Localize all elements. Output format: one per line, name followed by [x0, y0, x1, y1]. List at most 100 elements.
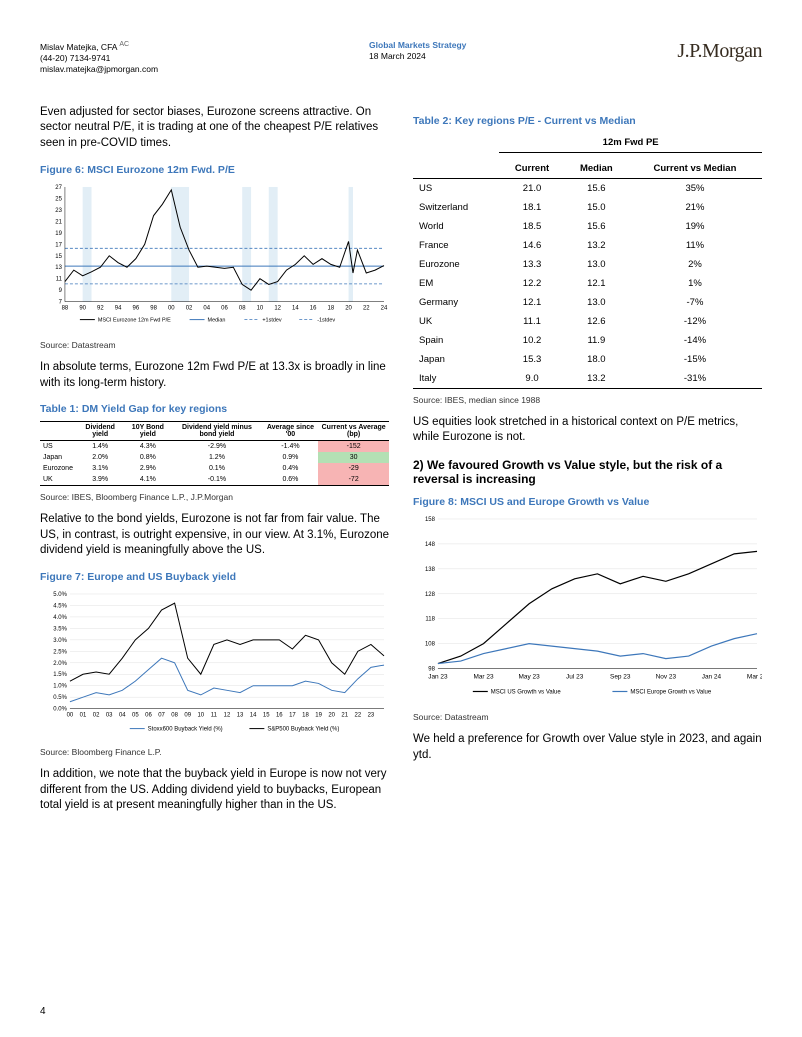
header-dept-block: Global Markets Strategy 18 March 2024: [369, 40, 466, 75]
svg-text:20: 20: [345, 305, 352, 311]
svg-text:25: 25: [55, 196, 62, 202]
svg-text:13: 13: [237, 712, 244, 718]
svg-text:02: 02: [186, 305, 193, 311]
svg-text:06: 06: [145, 712, 152, 718]
svg-text:12: 12: [274, 305, 281, 311]
svg-text:01: 01: [80, 712, 87, 718]
table1-title: Table 1: DM Yield Gap for key regions: [40, 403, 389, 415]
svg-text:17: 17: [55, 242, 62, 248]
svg-text:04: 04: [203, 305, 210, 311]
svg-text:MSCI Europe Growth vs Value: MSCI Europe Growth vs Value: [630, 689, 712, 695]
svg-text:94: 94: [115, 305, 122, 311]
svg-text:17: 17: [289, 712, 296, 718]
svg-text:S&P500 Buyback Yield (%): S&P500 Buyback Yield (%): [267, 726, 339, 732]
fig6-title: Figure 6: MSCI Eurozone 12m Fwd. P/E: [40, 164, 389, 176]
svg-text:14: 14: [250, 712, 257, 718]
svg-text:04: 04: [119, 712, 126, 718]
author-phone: (44-20) 7134-9741: [40, 53, 158, 64]
section-heading-2: 2) We favoured Growth vs Value style, bu…: [413, 458, 762, 486]
fig7-title: Figure 7: Europe and US Buyback yield: [40, 571, 389, 583]
svg-text:92: 92: [97, 305, 104, 311]
svg-text:02: 02: [93, 712, 100, 718]
svg-text:19: 19: [315, 712, 322, 718]
report-date: 18 March 2024: [369, 51, 466, 62]
svg-text:5.0%: 5.0%: [53, 592, 67, 598]
svg-text:18: 18: [328, 305, 335, 311]
svg-text:15: 15: [263, 712, 270, 718]
svg-text:88: 88: [62, 305, 69, 311]
svg-text:11: 11: [211, 712, 218, 718]
svg-text:9: 9: [59, 288, 63, 294]
author-sup: AC: [119, 41, 129, 48]
svg-text:98: 98: [150, 305, 157, 311]
dept-title: Global Markets Strategy: [369, 40, 466, 51]
svg-text:Mar 23: Mar 23: [473, 674, 494, 681]
svg-text:00: 00: [67, 712, 74, 718]
svg-text:4.5%: 4.5%: [53, 603, 67, 609]
author-email: mislav.matejka@jpmorgan.com: [40, 64, 158, 75]
svg-text:0.0%: 0.0%: [53, 706, 67, 712]
svg-text:Jan 23: Jan 23: [428, 674, 448, 681]
svg-text:3.5%: 3.5%: [53, 626, 67, 632]
svg-text:1.0%: 1.0%: [53, 683, 67, 689]
svg-text:Mar 24: Mar 24: [747, 674, 762, 681]
fig8-source: Source: Datastream: [413, 712, 762, 722]
left-p3: Relative to the bond yields, Eurozone is…: [40, 512, 389, 559]
svg-text:24: 24: [381, 305, 388, 311]
page-number: 4: [40, 1006, 46, 1017]
svg-text:Jul 23: Jul 23: [566, 674, 584, 681]
svg-text:06: 06: [221, 305, 228, 311]
svg-text:Sep 23: Sep 23: [610, 674, 631, 681]
svg-text:18: 18: [302, 712, 309, 718]
svg-text:16: 16: [310, 305, 317, 311]
svg-text:19: 19: [55, 230, 62, 236]
table1-source: Source: IBES, Bloomberg Finance L.P., J.…: [40, 492, 389, 502]
svg-text:13: 13: [55, 265, 62, 271]
svg-text:MSCI Eurozone 12m Fwd P/E: MSCI Eurozone 12m Fwd P/E: [98, 317, 171, 323]
svg-text:09: 09: [184, 712, 191, 718]
svg-text:11: 11: [56, 276, 63, 282]
svg-text:MSCI US Growth vs Value: MSCI US Growth vs Value: [491, 689, 562, 695]
svg-text:10: 10: [257, 305, 264, 311]
author-name: Mislav Matejka, CFA: [40, 42, 117, 52]
svg-text:23: 23: [368, 712, 375, 718]
svg-text:96: 96: [133, 305, 140, 311]
right-p1: US equities look stretched in a historic…: [413, 415, 762, 446]
page-header: Mislav Matejka, CFA AC (44-20) 7134-9741…: [40, 40, 762, 75]
left-p2: In absolute terms, Eurozone 12m Fwd P/E …: [40, 360, 389, 391]
svg-text:1.5%: 1.5%: [53, 672, 67, 678]
svg-text:2.0%: 2.0%: [53, 660, 67, 666]
svg-text:4.0%: 4.0%: [53, 615, 67, 621]
svg-text:23: 23: [55, 207, 62, 213]
svg-text:Nov 23: Nov 23: [656, 674, 677, 681]
fig7-source: Source: Bloomberg Finance L.P.: [40, 747, 389, 757]
left-column: Even adjusted for sector biases, Eurozon…: [40, 105, 389, 826]
svg-text:158: 158: [425, 517, 436, 523]
svg-text:May 23: May 23: [518, 674, 540, 681]
svg-text:Jan 24: Jan 24: [702, 674, 722, 681]
svg-text:12: 12: [224, 712, 231, 718]
right-p2: We held a preference for Growth over Val…: [413, 732, 762, 763]
svg-text:108: 108: [425, 642, 436, 648]
fig7-chart: 0.0%0.5%1.0%1.5%2.0%2.5%3.0%3.5%4.0%4.5%…: [40, 589, 389, 739]
right-column: Table 2: Key regions P/E - Current vs Me…: [413, 105, 762, 826]
svg-text:21: 21: [55, 219, 62, 225]
table2: 12m Fwd PECurrentMedianCurrent vs Median…: [413, 133, 762, 389]
fig6-source: Source: Datastream: [40, 340, 389, 350]
svg-text:128: 128: [425, 592, 436, 598]
svg-text:08: 08: [239, 305, 246, 311]
header-author-block: Mislav Matejka, CFA AC (44-20) 7134-9741…: [40, 40, 158, 75]
svg-text:98: 98: [428, 667, 435, 673]
left-p1: Even adjusted for sector biases, Eurozon…: [40, 105, 389, 152]
svg-text:2.5%: 2.5%: [53, 649, 67, 655]
logo: J.P.Morgan: [677, 40, 762, 75]
svg-text:03: 03: [106, 712, 113, 718]
svg-text:27: 27: [55, 184, 62, 190]
svg-text:14: 14: [292, 305, 299, 311]
svg-text:118: 118: [425, 617, 435, 623]
svg-text:Median: Median: [208, 317, 226, 323]
svg-text:3.0%: 3.0%: [53, 638, 67, 644]
svg-text:22: 22: [363, 305, 370, 311]
svg-text:90: 90: [79, 305, 86, 311]
table2-source: Source: IBES, median since 1988: [413, 395, 762, 405]
